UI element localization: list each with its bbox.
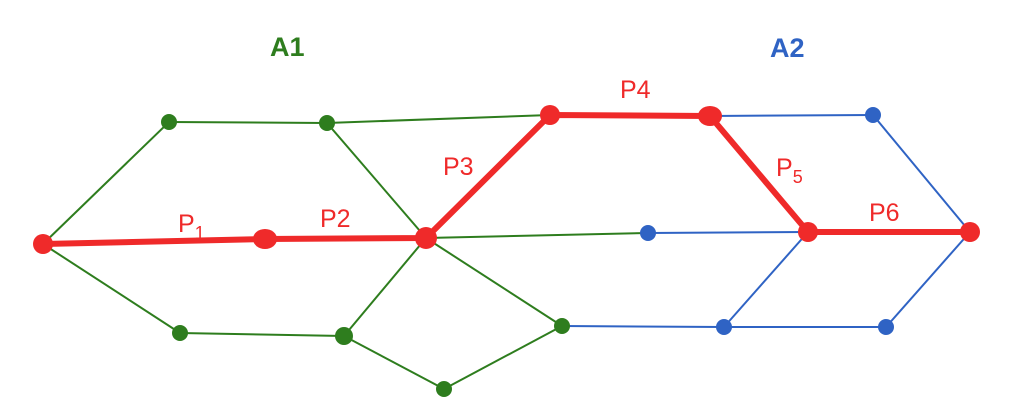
a1-edge xyxy=(343,335,445,390)
a1-edge xyxy=(179,332,345,337)
a2-edge xyxy=(723,231,809,328)
a1-node xyxy=(161,114,177,130)
a1-edge xyxy=(326,114,551,124)
path-label-p3: P3 xyxy=(443,153,474,181)
a2-node xyxy=(716,319,732,335)
a1-node xyxy=(554,318,570,334)
path-label-p5: P5 xyxy=(776,154,803,187)
a1-edge xyxy=(168,121,328,124)
a2-edge xyxy=(647,231,809,234)
a1-node xyxy=(436,381,452,397)
region-label-a1: A1 xyxy=(270,32,305,62)
path-label-p1-main: P xyxy=(178,210,195,238)
path-nodes xyxy=(33,105,980,254)
path-label-p1-sub: 1 xyxy=(195,223,205,243)
a1-edge xyxy=(443,325,563,390)
path-node xyxy=(253,229,277,249)
a1-edge xyxy=(343,237,427,337)
a2-edges xyxy=(561,114,971,328)
a1-edge xyxy=(425,232,649,239)
a1-edges xyxy=(42,114,649,390)
a2-edge xyxy=(872,114,971,233)
a1-node xyxy=(335,327,353,345)
a1-edge xyxy=(326,122,427,239)
path-node xyxy=(415,227,437,249)
region-label-a2: A2 xyxy=(770,33,805,63)
a1-edge xyxy=(42,121,170,245)
path-label-p5-sub: 5 xyxy=(793,167,803,187)
path-node xyxy=(960,222,980,242)
a1-nodes xyxy=(161,114,570,397)
path-label-p1: P1 xyxy=(178,210,205,243)
a1-node xyxy=(319,115,335,131)
a2-edge xyxy=(885,231,971,328)
path-node xyxy=(33,234,53,254)
path-node xyxy=(798,222,818,242)
path-label-p2: P2 xyxy=(320,205,351,233)
a2-edge xyxy=(561,325,725,328)
a2-nodes xyxy=(640,107,894,335)
path-label-p6: P6 xyxy=(869,199,900,227)
a2-node xyxy=(640,225,656,241)
a2-node xyxy=(865,107,881,123)
a2-node xyxy=(878,319,894,335)
a1-edge xyxy=(425,237,563,327)
path-node xyxy=(540,105,560,125)
a1-node xyxy=(172,325,188,341)
path-label-p5-main: P xyxy=(776,154,793,182)
a2-edge xyxy=(709,114,874,117)
a1-edge xyxy=(42,243,181,334)
path-label-p4: P4 xyxy=(620,76,651,104)
path-node xyxy=(698,106,722,126)
